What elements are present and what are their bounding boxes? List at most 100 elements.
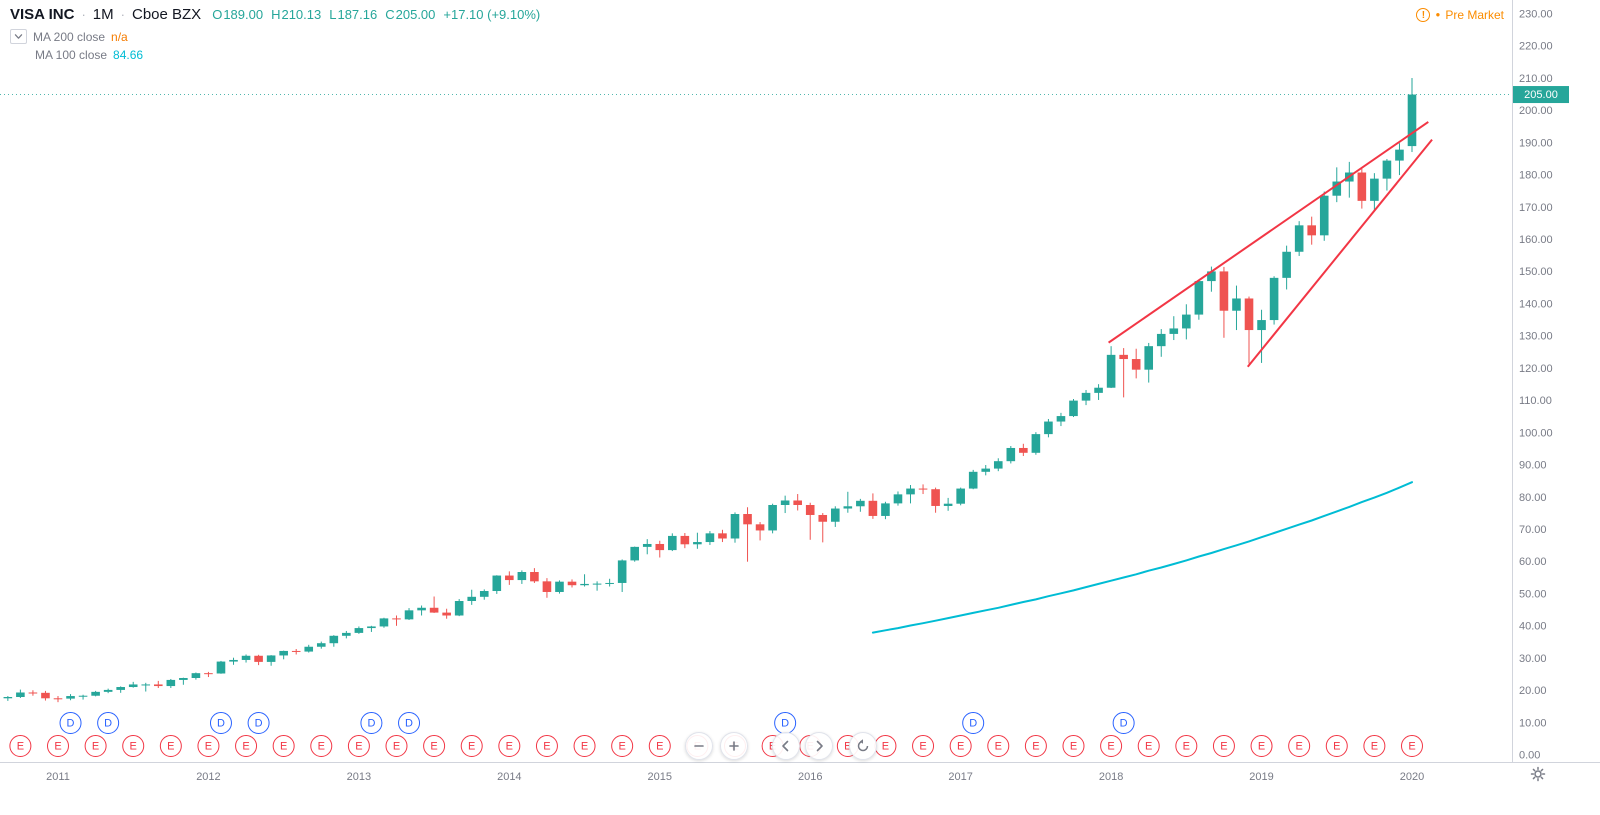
- trendline[interactable]: [1108, 121, 1429, 344]
- svg-text:E: E: [130, 741, 137, 753]
- candle: [204, 671, 213, 678]
- trendline[interactable]: [1246, 139, 1433, 368]
- price-tick-label: 90.00: [1519, 460, 1547, 472]
- candle: [1081, 389, 1091, 406]
- earnings-marker[interactable]: E: [1250, 735, 1273, 757]
- dividend-marker[interactable]: D: [59, 712, 82, 734]
- exchange-label[interactable]: Cboe BZX: [131, 6, 202, 23]
- candle: [592, 581, 602, 591]
- price-tick-label: 110.00: [1519, 395, 1552, 407]
- earnings-marker[interactable]: E: [9, 735, 32, 757]
- price-axis[interactable]: 230.00 220.00 210.00 200.00 190.00 180.00 170.…: [1519, 9, 1553, 762]
- dividend-marker[interactable]: D: [962, 712, 985, 734]
- ma100-line[interactable]: [871, 481, 1413, 634]
- ma100-label[interactable]: MA 100 close: [35, 48, 108, 62]
- dividend-marker[interactable]: D: [247, 712, 270, 734]
- zoom-in-button[interactable]: [720, 732, 748, 760]
- indicator-row-ma200: MA 200 close n/a: [10, 29, 540, 44]
- candle: [1119, 348, 1128, 398]
- earnings-marker[interactable]: E: [423, 735, 446, 757]
- earnings-marker[interactable]: E: [1024, 735, 1047, 757]
- candle: [1019, 443, 1028, 457]
- svg-text:E: E: [1107, 741, 1114, 753]
- candle: [605, 578, 614, 587]
- svg-text:E: E: [92, 741, 99, 753]
- earnings-marker[interactable]: E: [347, 735, 370, 757]
- reset-icon: [857, 739, 869, 752]
- time-axis[interactable]: 2011 2012 2013 2014 2015 2016 2017 2018 2019 2020: [46, 771, 1424, 783]
- ma200-label[interactable]: MA 200 close: [33, 29, 106, 44]
- earnings-marker[interactable]: E: [1212, 735, 1235, 757]
- price-tick-label: 170.00: [1519, 202, 1553, 214]
- candle: [1069, 398, 1078, 418]
- earnings-marker[interactable]: E: [535, 735, 558, 757]
- candle: [1031, 432, 1041, 455]
- earnings-marker[interactable]: E: [498, 735, 521, 757]
- earnings-marker[interactable]: E: [874, 735, 897, 757]
- earnings-marker[interactable]: E: [949, 735, 972, 757]
- ohlc-low: L 187.16: [329, 7, 378, 22]
- interval-label[interactable]: 1M: [92, 6, 114, 23]
- reset-chart-button[interactable]: [849, 732, 877, 760]
- candle: [881, 501, 890, 520]
- earnings-marker[interactable]: E: [122, 735, 145, 757]
- dividend-marker[interactable]: D: [774, 712, 797, 734]
- candle: [1407, 78, 1417, 153]
- candle: [956, 487, 965, 506]
- earnings-marker[interactable]: E: [912, 735, 935, 757]
- candle: [191, 672, 201, 680]
- earnings-marker[interactable]: E: [197, 735, 220, 757]
- earnings-marker[interactable]: E: [1175, 735, 1198, 757]
- earnings-marker[interactable]: E: [1100, 735, 1123, 757]
- earnings-marker[interactable]: E: [460, 735, 483, 757]
- price-tick-label: 220.00: [1519, 41, 1553, 53]
- candle: [179, 677, 188, 685]
- candle: [1169, 316, 1179, 341]
- dividend-marker[interactable]: D: [1112, 712, 1135, 734]
- earnings-marker[interactable]: E: [272, 735, 295, 757]
- svg-text:E: E: [1070, 741, 1077, 753]
- earnings-marker[interactable]: E: [1400, 735, 1423, 757]
- chevron-down-icon[interactable]: [10, 29, 27, 44]
- svg-text:D: D: [104, 718, 112, 730]
- svg-text:D: D: [1120, 718, 1128, 730]
- zoom-out-button[interactable]: [685, 732, 713, 760]
- earnings-marker[interactable]: E: [46, 735, 69, 757]
- dividend-marker[interactable]: D: [398, 712, 421, 734]
- candle: [1156, 329, 1166, 357]
- candle: [404, 608, 414, 621]
- time-axis-settings-button[interactable]: [1530, 766, 1546, 787]
- earnings-marker[interactable]: E: [84, 735, 107, 757]
- dividend-marker[interactable]: D: [209, 712, 232, 734]
- scroll-left-button[interactable]: [772, 732, 800, 760]
- candle: [1194, 279, 1204, 320]
- symbol-title[interactable]: VISA INC: [10, 6, 75, 23]
- candle: [1395, 143, 1404, 176]
- plus-icon: [729, 741, 739, 751]
- svg-text:E: E: [1145, 741, 1152, 753]
- candle: [304, 644, 314, 653]
- earnings-marker[interactable]: E: [1288, 735, 1311, 757]
- earnings-marker[interactable]: E: [573, 735, 596, 757]
- earnings-marker[interactable]: E: [1137, 735, 1160, 757]
- earnings-marker[interactable]: E: [1062, 735, 1085, 757]
- premarket-status[interactable]: ! ● Pre Market: [1416, 8, 1504, 22]
- earnings-marker[interactable]: E: [611, 735, 634, 757]
- scroll-right-button[interactable]: [805, 732, 833, 760]
- candle: [617, 559, 627, 592]
- earnings-marker[interactable]: E: [310, 735, 333, 757]
- svg-text:E: E: [1333, 741, 1340, 753]
- earnings-marker[interactable]: E: [235, 735, 258, 757]
- dividend-marker[interactable]: D: [360, 712, 383, 734]
- earnings-marker[interactable]: E: [159, 735, 182, 757]
- earnings-marker[interactable]: E: [1325, 735, 1348, 757]
- candle: [467, 589, 477, 605]
- earnings-marker[interactable]: E: [1363, 735, 1386, 757]
- earnings-marker[interactable]: E: [648, 735, 671, 757]
- dividend-marker[interactable]: D: [97, 712, 120, 734]
- time-tick-label: 2018: [1099, 771, 1123, 783]
- earnings-marker[interactable]: E: [987, 735, 1010, 757]
- earnings-marker[interactable]: E: [385, 735, 408, 757]
